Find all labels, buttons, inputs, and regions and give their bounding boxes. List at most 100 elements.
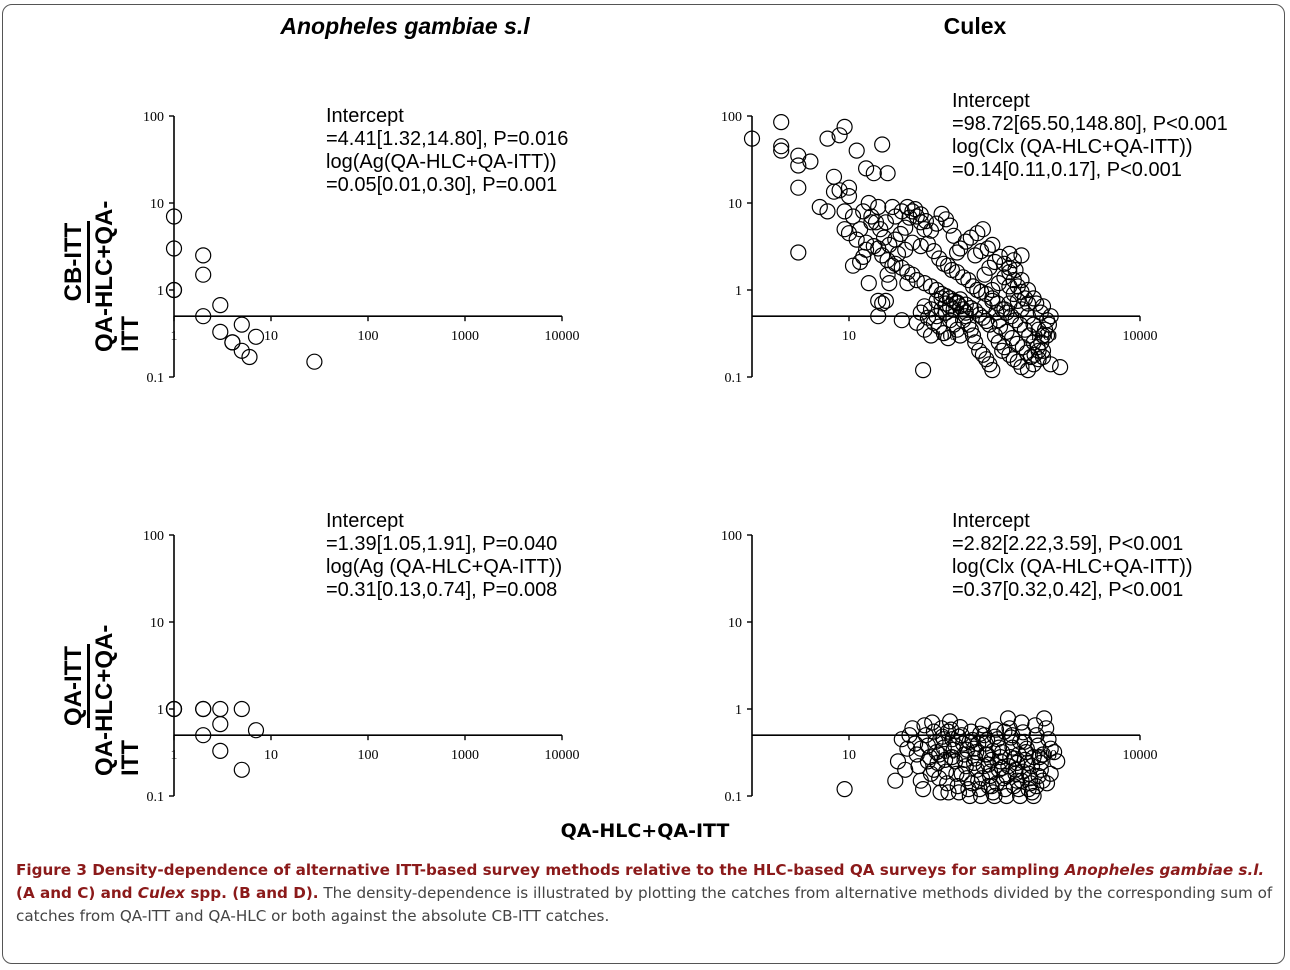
y-tick-label: 1 xyxy=(157,703,164,718)
data-point xyxy=(974,346,992,363)
y-tick-label: 0.1 xyxy=(725,790,743,805)
annotation-line: =4.41[1.32,14.80], P=0.016 xyxy=(326,128,568,150)
data-point xyxy=(908,272,925,289)
y-tick-label: 1 xyxy=(735,284,742,299)
data-point xyxy=(931,770,948,787)
data-point xyxy=(1019,295,1037,312)
data-point xyxy=(957,296,974,313)
data-point xyxy=(892,225,909,243)
data-point xyxy=(978,731,996,749)
data-point xyxy=(844,257,862,274)
data-point xyxy=(1033,334,1050,351)
y-tick-label: 100 xyxy=(721,110,742,125)
x-tick-label: 10000 xyxy=(1123,329,1158,344)
data-point xyxy=(802,153,819,170)
data-point xyxy=(981,316,998,333)
data-point xyxy=(919,737,937,754)
data-point xyxy=(1040,316,1058,333)
data-point xyxy=(881,275,898,292)
data-point xyxy=(840,179,858,196)
x-tick-label: 10 xyxy=(264,748,278,763)
annotation-line: Intercept xyxy=(326,510,404,532)
data-point xyxy=(1042,765,1059,782)
data-point xyxy=(1036,321,1054,338)
data-point xyxy=(819,130,836,147)
data-point xyxy=(986,728,1004,745)
data-point xyxy=(937,763,955,780)
data-point xyxy=(993,759,1011,777)
data-point xyxy=(887,772,904,789)
data-point xyxy=(790,179,807,196)
annotation-line: Intercept xyxy=(326,105,404,127)
data-point xyxy=(899,198,916,216)
caption-title: Figure 3 Density-dependence of alternati… xyxy=(16,861,1264,902)
caption-title-part1: Figure 3 Density-dependence of alternati… xyxy=(16,861,1065,879)
data-point xyxy=(247,328,265,345)
data-point xyxy=(1003,330,1021,347)
data-point xyxy=(901,727,918,744)
data-point xyxy=(1032,754,1049,772)
x-tick-label: 1 xyxy=(171,748,178,763)
data-point xyxy=(825,183,843,200)
data-point xyxy=(945,292,962,309)
data-point xyxy=(1018,344,1035,361)
x-tick-label: 1000 xyxy=(451,329,479,344)
x-tick-label: 10000 xyxy=(1123,748,1158,763)
data-point xyxy=(939,257,957,274)
data-point xyxy=(965,754,983,772)
panel-top-left: 100 10 1 0.1 1 10 100 1000 10000 Intercept=4.41[1… xyxy=(143,105,580,386)
data-point xyxy=(879,165,896,182)
figure-frame xyxy=(2,4,1285,964)
data-point xyxy=(1038,720,1055,737)
data-point xyxy=(870,308,887,325)
data-point xyxy=(893,312,910,329)
data-point xyxy=(773,113,790,131)
data-point xyxy=(867,214,885,231)
data-point xyxy=(825,168,843,185)
data-point xyxy=(986,253,1004,271)
data-point xyxy=(933,301,950,318)
data-point xyxy=(943,748,961,766)
data-point xyxy=(937,211,955,228)
data-point xyxy=(1001,245,1018,262)
data-point xyxy=(990,312,1007,329)
data-point xyxy=(840,188,858,205)
data-point xyxy=(969,225,986,242)
data-point xyxy=(836,221,853,238)
data-point xyxy=(964,327,982,344)
y-tick-label: 10 xyxy=(150,197,164,212)
data-point xyxy=(195,308,212,325)
data-point xyxy=(1013,247,1030,264)
caption-title-part2: (A and C) and xyxy=(16,884,138,902)
data-point xyxy=(906,735,924,752)
annotation-line: log(Clx (QA-HLC+QA-ITT)) xyxy=(952,136,1193,158)
y-tick-label: 100 xyxy=(143,110,164,125)
data-point xyxy=(897,761,914,778)
annotation-line: log(Ag(QA-HLC+QA-ITT)) xyxy=(326,151,557,173)
data-point xyxy=(875,229,893,246)
x-tick-label: 10 xyxy=(842,748,856,763)
data-point xyxy=(212,715,229,733)
data-point xyxy=(819,203,836,220)
annotation-line: =2.82[2.22,3.59], P<0.001 xyxy=(952,533,1183,555)
caption-species-anopheles: Anopheles gambiae s.l. xyxy=(1064,861,1265,879)
data-point xyxy=(996,301,1013,318)
data-point xyxy=(306,353,323,370)
data-point xyxy=(1042,356,1059,373)
data-point xyxy=(1036,710,1053,727)
data-point xyxy=(939,723,957,740)
data-point xyxy=(212,700,229,718)
column-title-left: Anopheles gambiae s.l xyxy=(280,13,530,39)
data-point xyxy=(994,743,1011,761)
data-point xyxy=(1032,304,1049,321)
data-point xyxy=(1049,753,1066,770)
annotation-line: =0.31[0.13,0.74], P=0.008 xyxy=(326,579,557,601)
data-point xyxy=(195,700,212,718)
data-point xyxy=(984,362,1001,379)
data-point xyxy=(865,165,882,182)
data-point xyxy=(912,772,929,789)
data-point xyxy=(195,727,212,744)
data-point xyxy=(1029,339,1046,356)
y-tick-label: 10 xyxy=(728,616,742,631)
